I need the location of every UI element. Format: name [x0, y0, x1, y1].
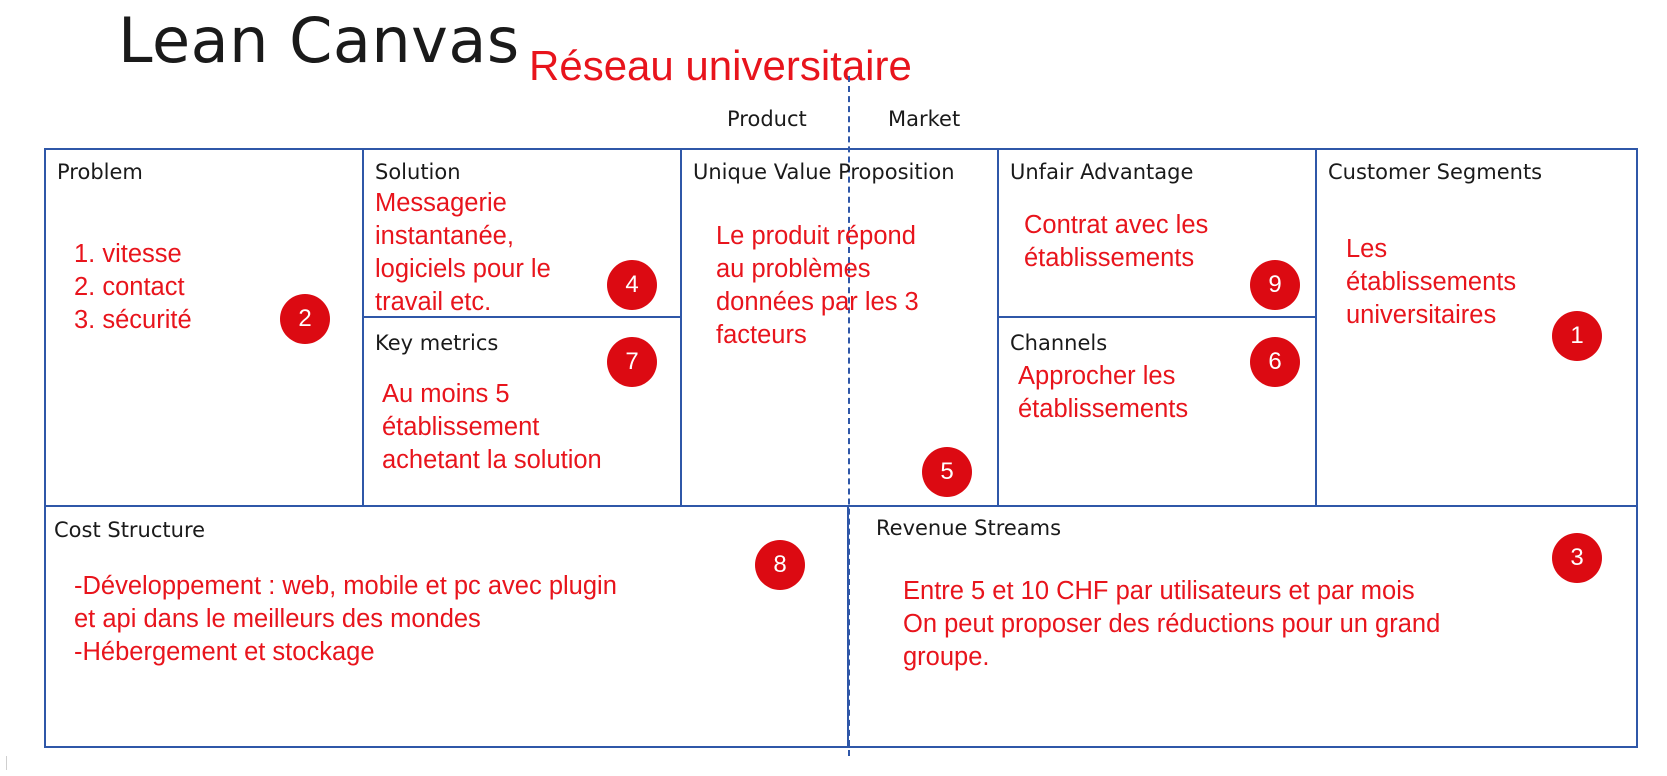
- box-label-problem: Problem: [57, 160, 143, 184]
- step-badge-solution: 4: [607, 260, 657, 310]
- box-label-cost-structure: Cost Structure: [54, 518, 206, 542]
- uvp-content: Le produit répond au problèmes données p…: [716, 222, 919, 350]
- step-badge-customer-segments: 1: [1552, 311, 1602, 361]
- customer-segments-content: Les établissements universitaires: [1346, 235, 1517, 330]
- step-badge-revenue-streams: 3: [1552, 533, 1602, 583]
- grid-line-solution-uvp: [680, 148, 682, 506]
- box-label-solution: Solution: [375, 160, 461, 184]
- revenue-streams-content: Entre 5 et 10 CHF par utilisateurs et pa…: [903, 577, 1441, 672]
- problem-content: 1. vitesse 2. contact 3. sécurité: [74, 240, 192, 335]
- grid-line-problem-solution: [362, 148, 364, 506]
- canvas-frame: [44, 148, 1638, 748]
- cost-structure-content: -Développement : web, mobile et pc avec …: [74, 572, 617, 667]
- slide-edge-mark: [6, 756, 7, 770]
- product-label: Product: [727, 107, 807, 131]
- step-badge-cost-structure: 8: [755, 540, 805, 590]
- canvas-subtitle: Réseau universitaire: [529, 42, 912, 89]
- canvas-title: Lean Canvas: [118, 4, 520, 77]
- grid-line-solution-metrics: [362, 316, 681, 318]
- grid-line-unfair-customer: [1315, 148, 1317, 506]
- box-label-unfair-advantage: Unfair Advantage: [1010, 160, 1194, 184]
- key-metrics-content: Au moins 5 établissement achetant la sol…: [382, 380, 602, 475]
- step-badge-uvp: 5: [922, 447, 972, 497]
- product-market-divider: [848, 76, 850, 756]
- market-label: Market: [888, 107, 961, 131]
- grid-line-unfair-channels: [997, 316, 1316, 318]
- channels-content: Approcher les établissements: [1018, 362, 1189, 424]
- box-label-uvp: Unique Value Proposition: [693, 160, 955, 184]
- step-badge-unfair-advantage: 9: [1250, 260, 1300, 310]
- box-label-revenue-streams: Revenue Streams: [876, 516, 1062, 540]
- solution-content: Messagerie instantanée, logiciels pour l…: [375, 189, 551, 317]
- grid-line-horizontal-main: [44, 505, 1638, 507]
- box-label-key-metrics: Key metrics: [375, 331, 499, 355]
- grid-line-uvp-unfair: [997, 148, 999, 506]
- step-badge-problem: 2: [280, 294, 330, 344]
- step-badge-key-metrics: 7: [607, 337, 657, 387]
- unfair-advantage-content: Contrat avec les établissements: [1024, 211, 1209, 273]
- box-label-customer-segments: Customer Segments: [1328, 160, 1543, 184]
- box-label-channels: Channels: [1010, 331, 1108, 355]
- step-badge-channels: 6: [1250, 337, 1300, 387]
